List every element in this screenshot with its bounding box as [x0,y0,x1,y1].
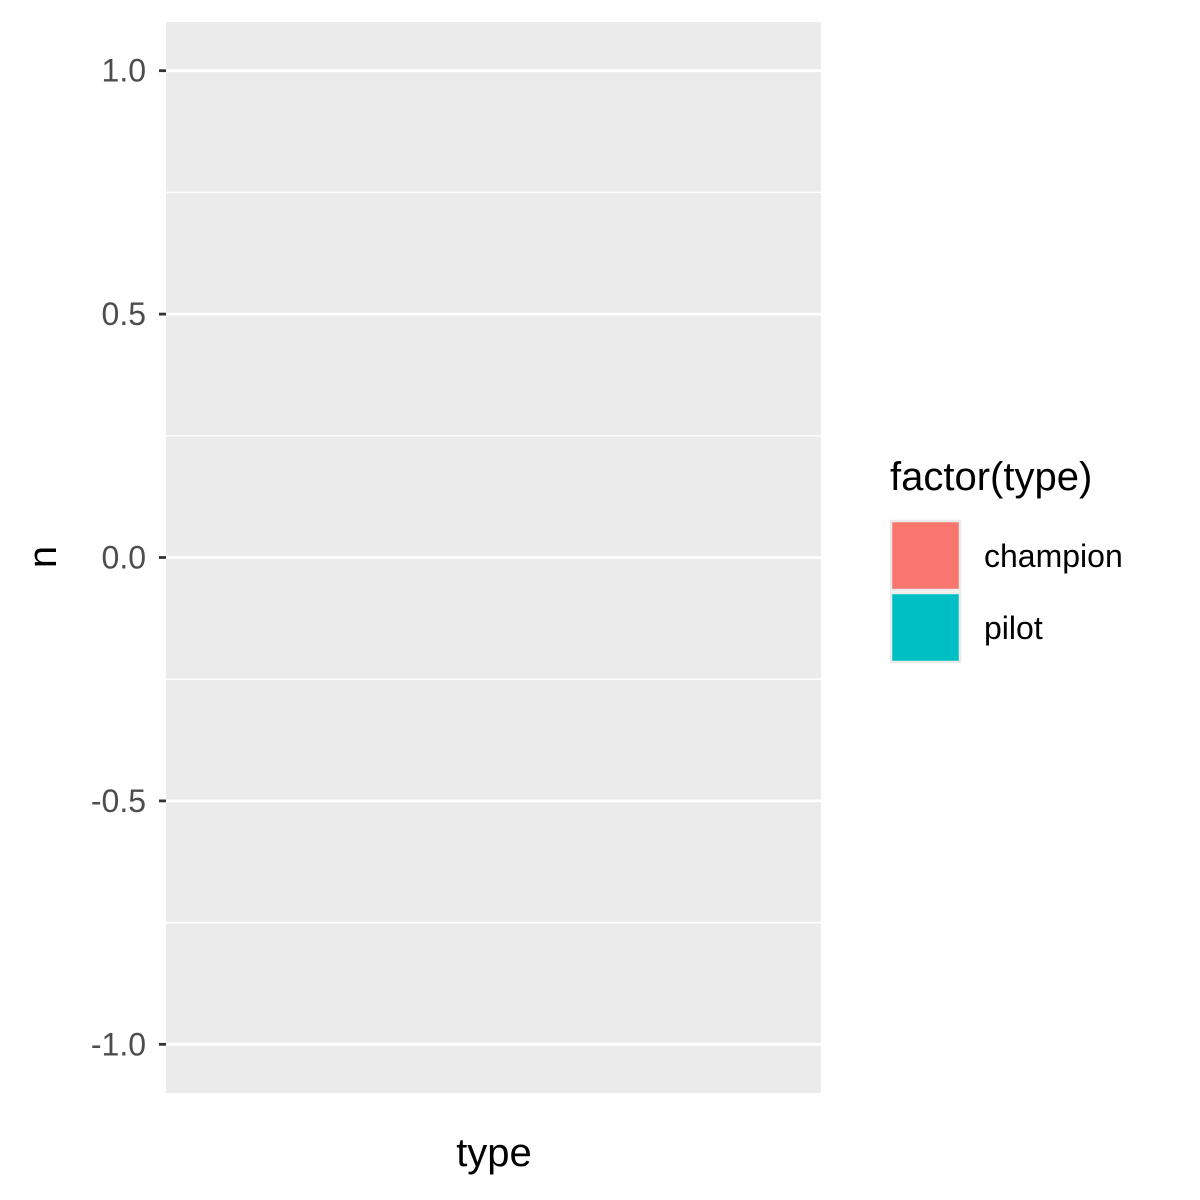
minor-gridlines [166,191,821,924]
legend-title: factor(type) [890,455,1092,499]
legend-key-champion [889,519,962,592]
y-tick-label: -1.0 [91,1026,146,1062]
legend-entry-champion: champion [889,519,1123,592]
legend-key-pilot [889,591,962,664]
legend-entries: champion pilot [889,519,1123,664]
y-axis: 1.0 0.5 0.0 -0.5 -1.0 [91,53,166,1062]
legend-entry-pilot: pilot [889,591,1043,664]
y-axis-title: n [21,546,65,568]
y-tick-label: -0.5 [91,783,146,819]
y-tick-label: 0.5 [102,296,146,332]
legend-label-pilot: pilot [984,610,1043,646]
major-gridlines [166,69,821,1046]
y-tick-label: 0.0 [102,540,146,576]
x-axis-title: type [456,1131,532,1175]
legend-label-champion: champion [984,538,1123,574]
y-tick-label: 1.0 [102,53,146,89]
legend: factor(type) champion pilot [889,455,1123,664]
